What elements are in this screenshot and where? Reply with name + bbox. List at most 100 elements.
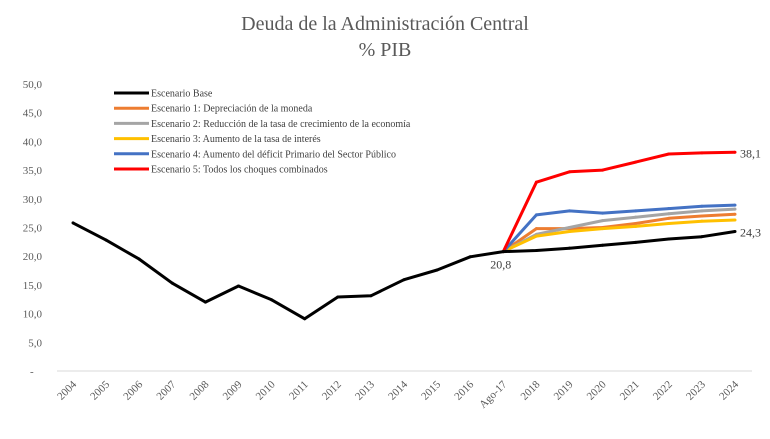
data-point bbox=[634, 215, 638, 219]
series-line-2 bbox=[502, 207, 736, 253]
data-point bbox=[700, 204, 704, 208]
y-tick-label: 30,0 bbox=[23, 194, 43, 206]
data-point bbox=[336, 295, 340, 299]
y-tick-label: 20,0 bbox=[23, 251, 43, 263]
data-point bbox=[700, 219, 704, 223]
legend-label-3: Escenario 3: Aumento de la tasa de inter… bbox=[151, 134, 321, 145]
legend-label-1: Escenario 1: Depreciación de la moneda bbox=[151, 104, 313, 115]
data-point bbox=[435, 268, 439, 272]
data-point bbox=[733, 150, 737, 154]
x-tick-label: 2008 bbox=[187, 378, 211, 402]
data-point bbox=[369, 294, 373, 298]
data-point bbox=[667, 207, 671, 211]
data-point bbox=[700, 214, 704, 218]
legend-label-2: Escenario 2: Reducción de la tasa de cre… bbox=[151, 119, 411, 130]
y-tick-label: - bbox=[30, 366, 34, 378]
data-point bbox=[501, 250, 505, 254]
chart-title: Deuda de la Administración Central bbox=[241, 13, 529, 35]
data-point bbox=[534, 248, 538, 252]
series-line-0 bbox=[72, 221, 736, 321]
series-line-1 bbox=[502, 212, 736, 253]
y-tick-label: 35,0 bbox=[23, 165, 43, 177]
data-point bbox=[601, 168, 605, 172]
x-tick-label: 2011 bbox=[287, 379, 311, 403]
y-tick-label: 10,0 bbox=[23, 309, 43, 321]
data-point bbox=[634, 209, 638, 213]
data-point bbox=[137, 257, 141, 261]
x-tick-label: 2006 bbox=[121, 378, 145, 402]
data-point bbox=[534, 227, 538, 231]
x-tick-label: 2019 bbox=[552, 378, 576, 402]
data-point bbox=[733, 203, 737, 207]
data-label: 20,8 bbox=[490, 258, 511, 272]
data-point bbox=[634, 160, 638, 164]
x-tick-label: 2012 bbox=[320, 379, 344, 403]
data-point bbox=[733, 212, 737, 216]
data-point bbox=[601, 227, 605, 231]
y-tick-label: 5,0 bbox=[28, 337, 42, 349]
data-point bbox=[568, 170, 571, 174]
data-label: 38,1 bbox=[740, 146, 761, 160]
x-tick-label: 2016 bbox=[452, 378, 476, 402]
data-point bbox=[104, 238, 108, 242]
x-tick-label: 2018 bbox=[518, 378, 542, 402]
x-tick-label: 2022 bbox=[651, 379, 675, 403]
data-point bbox=[733, 218, 737, 222]
legend-label-4: Escenario 4: Aumento del déficit Primari… bbox=[151, 149, 396, 160]
data-point bbox=[700, 209, 704, 213]
data-point bbox=[170, 281, 174, 285]
data-point bbox=[667, 212, 671, 216]
data-point bbox=[534, 213, 538, 217]
data-point bbox=[402, 278, 406, 282]
data-point bbox=[237, 284, 240, 288]
x-tick-label: 2020 bbox=[585, 378, 609, 402]
data-point bbox=[568, 209, 571, 213]
data-point bbox=[270, 298, 274, 302]
data-point bbox=[534, 234, 538, 238]
series-line-3 bbox=[502, 218, 736, 253]
data-point bbox=[733, 230, 737, 234]
x-tick-label: 2007 bbox=[154, 378, 178, 402]
y-tick-label: 40,0 bbox=[23, 136, 43, 148]
data-point bbox=[700, 151, 704, 155]
data-point bbox=[667, 216, 671, 220]
data-point bbox=[700, 235, 704, 239]
data-point bbox=[733, 207, 737, 211]
x-tick-label: 2024 bbox=[717, 378, 741, 402]
data-point bbox=[203, 300, 207, 304]
x-tick-label: 2010 bbox=[254, 378, 278, 402]
data-point bbox=[568, 230, 571, 234]
data-point bbox=[601, 243, 605, 247]
data-point bbox=[534, 180, 538, 184]
x-tick-label: 2013 bbox=[353, 378, 377, 402]
y-tick-label: 45,0 bbox=[23, 108, 43, 120]
y-tick-label: 15,0 bbox=[23, 280, 43, 292]
legend-label-0: Escenario Base bbox=[151, 89, 213, 100]
data-point bbox=[303, 317, 307, 321]
data-point bbox=[468, 255, 472, 259]
data-point bbox=[667, 237, 671, 241]
data-point bbox=[71, 221, 75, 225]
data-point bbox=[601, 219, 605, 223]
x-tick-label: 2014 bbox=[386, 378, 410, 402]
chart-subtitle: % PIB bbox=[359, 39, 412, 61]
x-tick-label: 2004 bbox=[55, 378, 79, 402]
x-tick-label: 2009 bbox=[221, 378, 245, 402]
x-tick-label: 2021 bbox=[618, 379, 642, 403]
x-tick-label: 2023 bbox=[684, 378, 708, 402]
series-line-5 bbox=[501, 150, 736, 253]
data-point bbox=[601, 211, 605, 215]
data-point bbox=[667, 221, 671, 225]
data-point bbox=[634, 224, 638, 228]
legend-label-5: Escenario 5: Todos los choques combinado… bbox=[151, 165, 328, 176]
data-point bbox=[568, 246, 571, 250]
data-point bbox=[634, 221, 638, 225]
series-line-4 bbox=[502, 203, 736, 253]
data-point bbox=[634, 240, 638, 244]
x-tick-label: 2015 bbox=[419, 378, 443, 402]
data-label: 24,3 bbox=[740, 226, 761, 240]
y-tick-label: 50,0 bbox=[23, 79, 43, 91]
x-tick-label: Ago-17 bbox=[477, 378, 510, 411]
x-tick-label: 2005 bbox=[88, 378, 112, 402]
